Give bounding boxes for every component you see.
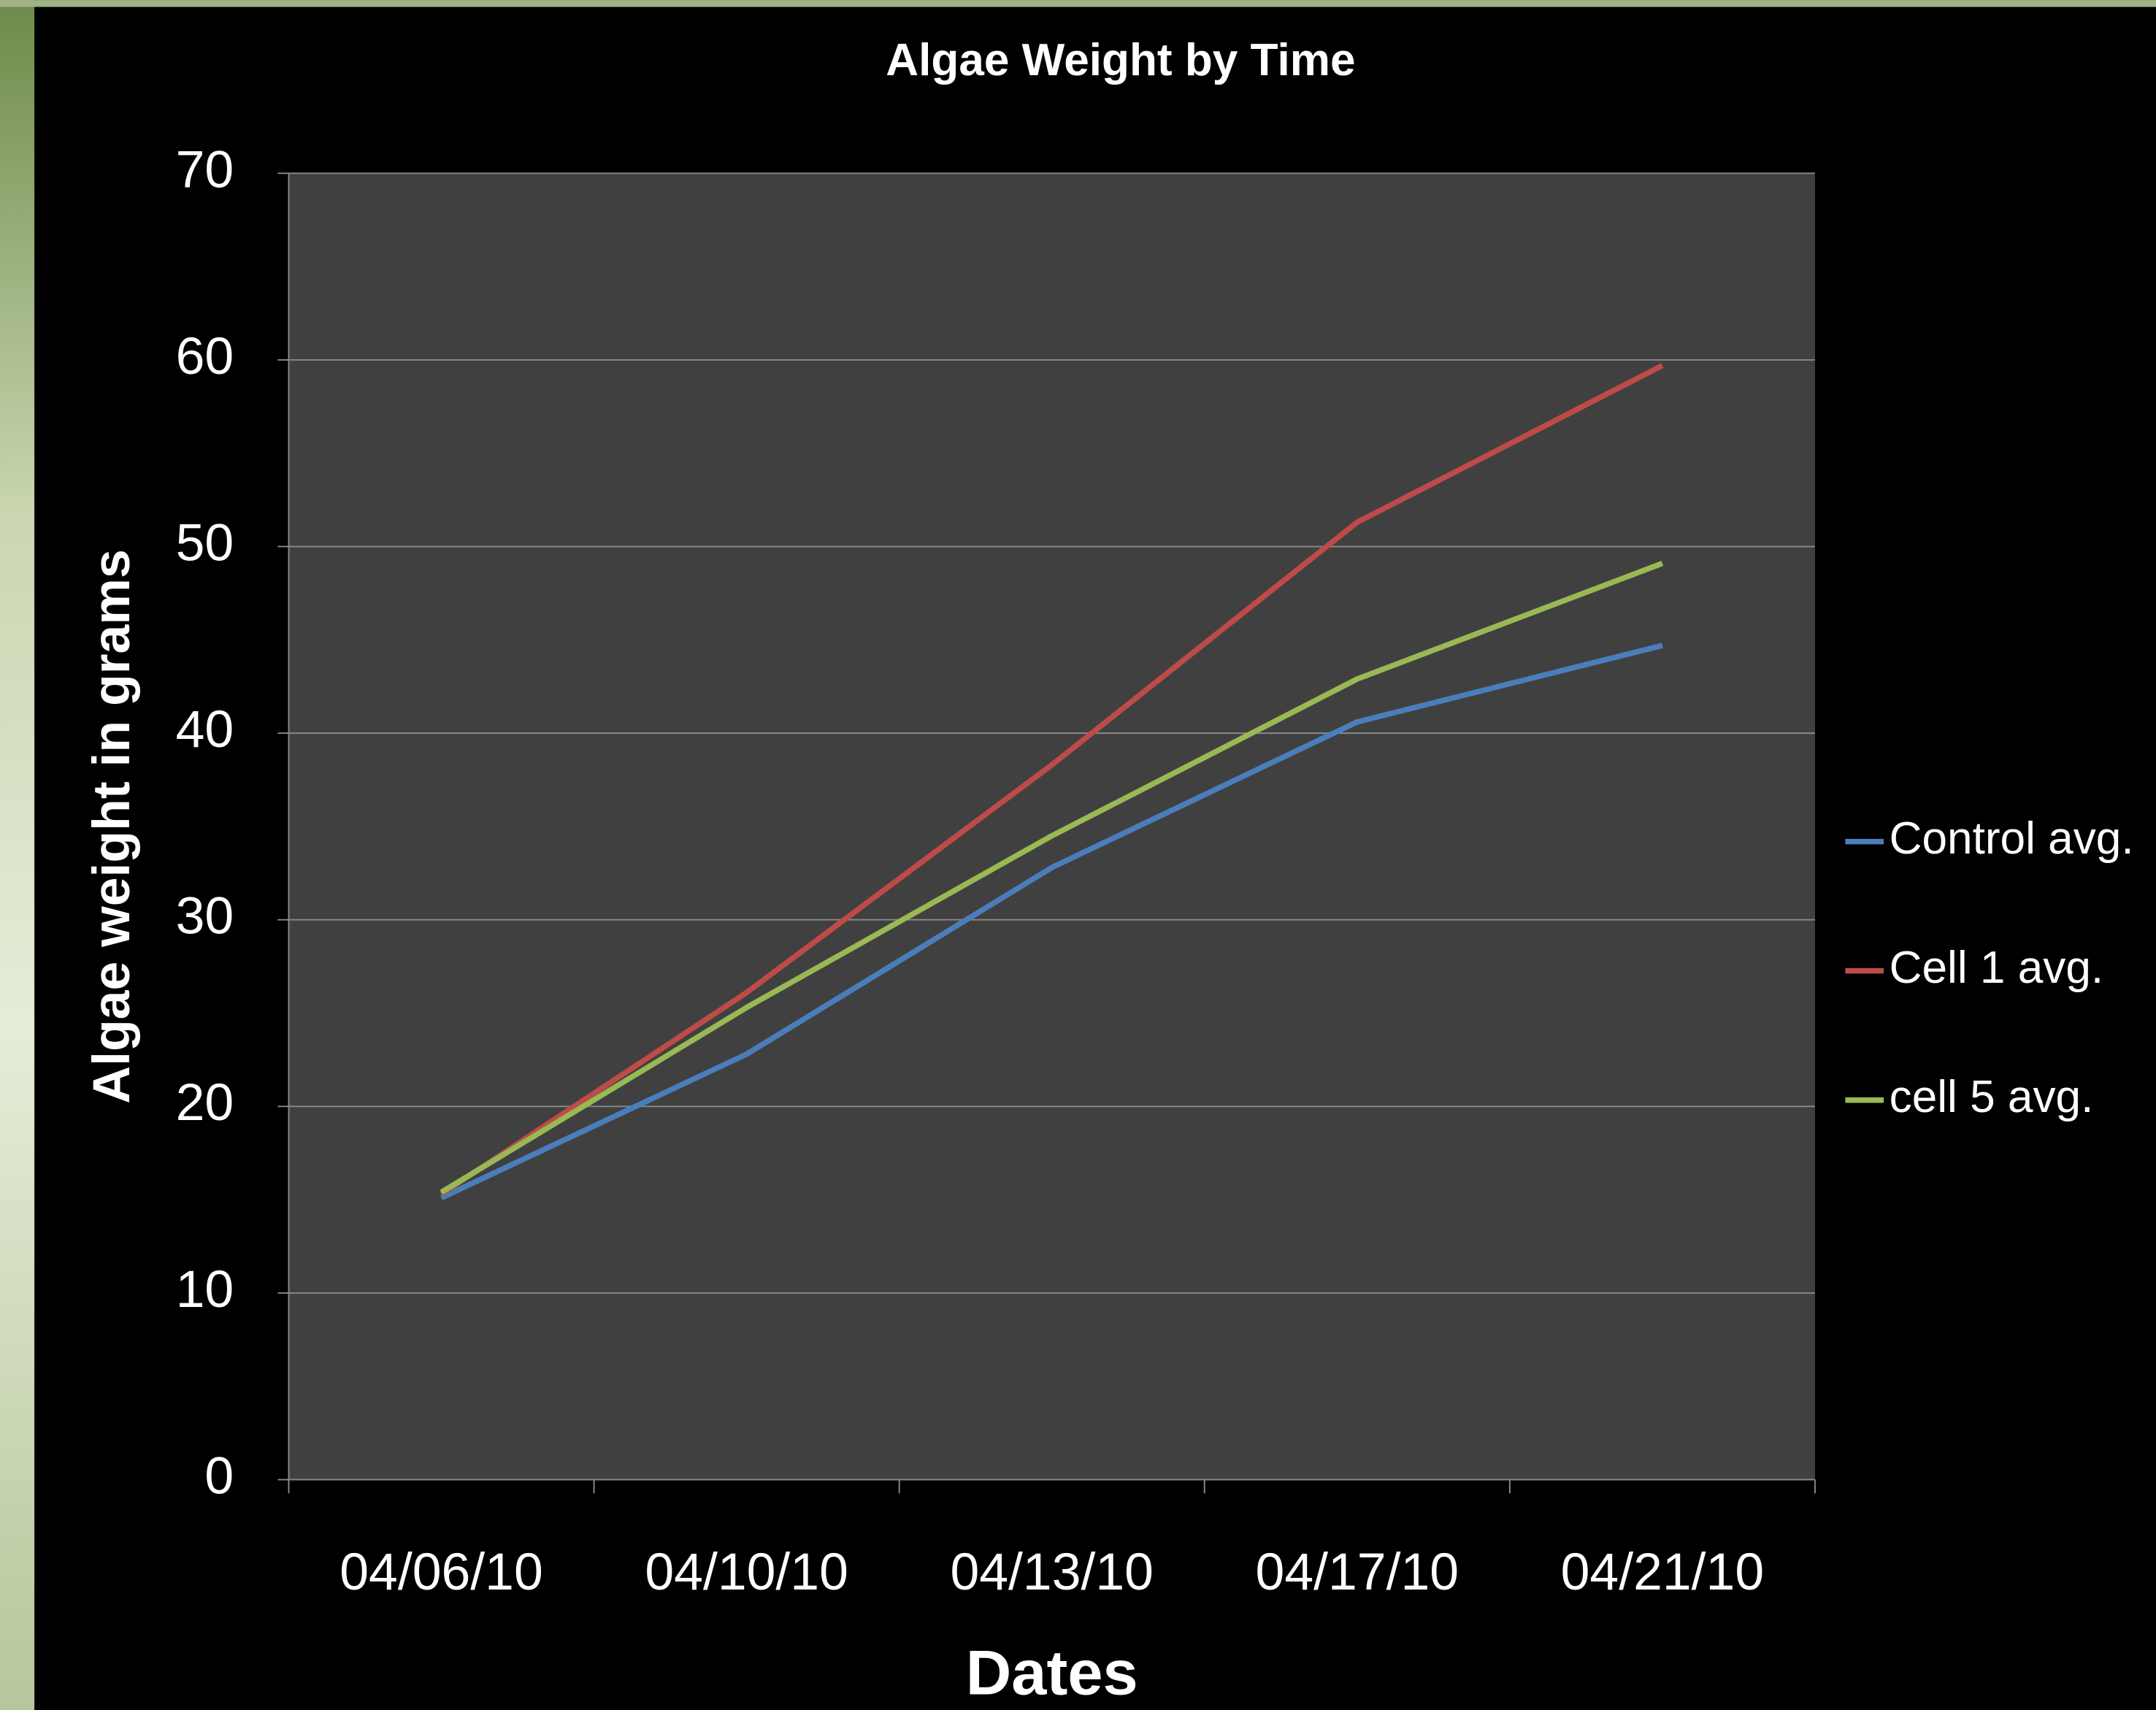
plot-area: [288, 173, 1814, 1479]
legend-label: Control avg.: [1890, 813, 2134, 864]
x-tick-label: 04/21/10: [1561, 1543, 1765, 1601]
legend-label: Cell 1 avg.: [1890, 943, 2104, 993]
y-tick-label: 0: [204, 1446, 234, 1505]
y-tick-label: 40: [176, 700, 234, 759]
page: Algae Weight by Time Dates Algae weight …: [0, 0, 2156, 1710]
x-tick-label: 04/13/10: [950, 1543, 1154, 1601]
chart: Algae Weight by Time Dates Algae weight …: [0, 0, 2156, 1710]
backdrop-strip: [0, 0, 34, 1710]
chart-title: Algae Weight by Time: [886, 35, 1355, 85]
y-axis-title: Algae weight in grams: [83, 549, 141, 1103]
x-axis-title: Dates: [966, 1638, 1138, 1709]
x-tick-label: 04/10/10: [645, 1543, 848, 1601]
y-tick-label: 20: [176, 1073, 234, 1132]
legend-label: cell 5 avg.: [1890, 1072, 2094, 1122]
x-tick-label: 04/17/10: [1256, 1543, 1459, 1601]
y-tick-label: 30: [176, 887, 234, 946]
backdrop-strip: [0, 0, 2156, 7]
y-tick-label: 10: [176, 1260, 234, 1319]
x-tick-label: 04/06/10: [339, 1543, 543, 1601]
y-tick-label: 70: [176, 140, 234, 199]
y-tick-label: 50: [176, 513, 234, 572]
y-tick-label: 60: [176, 327, 234, 386]
